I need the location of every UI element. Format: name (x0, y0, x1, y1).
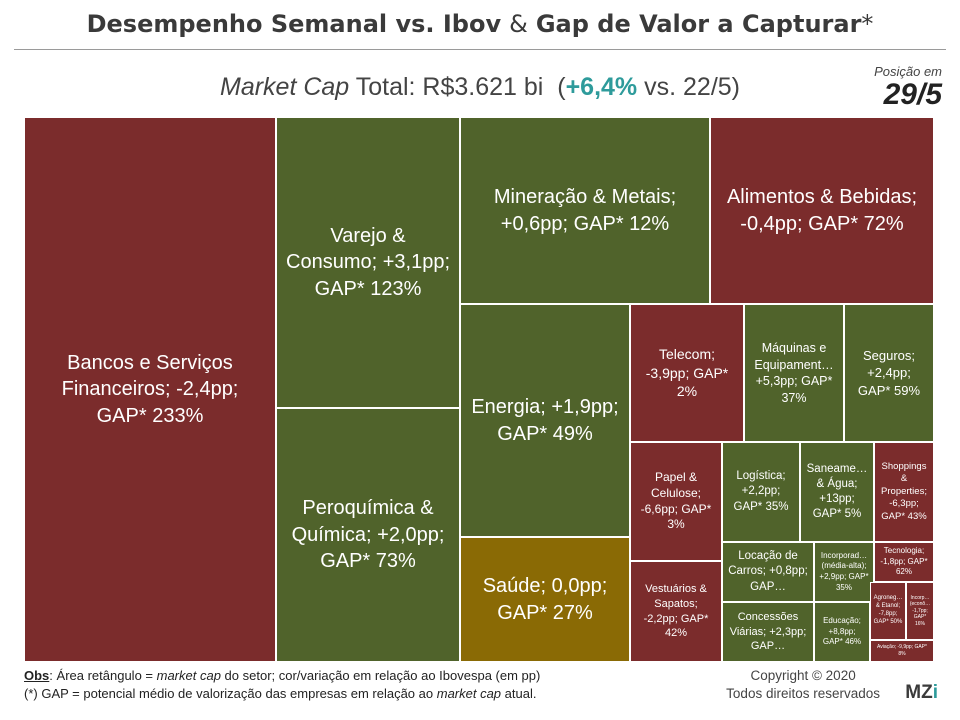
treemap-tile: Seguros; +2,4pp; GAP* 59% (844, 304, 934, 442)
tile-label: Concessões Viárias; +2,3pp; GAP… (729, 611, 807, 653)
treemap-tile: Educação; +8,8pp; GAP* 46% (814, 602, 870, 662)
tile-label: Peroquímica & Química; +2,0pp; GAP* 73% (291, 497, 445, 573)
treemap-tile: Incorporad… (média-alta); +2,9pp; GAP* 3… (814, 542, 874, 602)
title-ampersand: & (509, 10, 528, 38)
subtitle-open-paren: ( (557, 73, 566, 101)
treemap-tile: Aviação; -9,9pp; GAP* 8% (870, 640, 934, 662)
treemap-tile: Papel & Celulose; -6,6pp; GAP* 3% (630, 442, 722, 561)
tile-label: Saúde; 0,0pp; GAP* 27% (482, 575, 608, 624)
chart-title: Desempenho Semanal vs. Ibov & Gap de Valor… (0, 10, 960, 38)
tile-label: Locação de Carros; +0,8pp; GAP… (728, 550, 808, 593)
copyright: Copyright © 2020 Todos direitos reservad… (726, 667, 880, 703)
tile-label: Telecom; -3,9pp; GAP* 2% (645, 346, 729, 400)
tile-label: Papel & Celulose; -6,6pp; GAP* 3% (640, 469, 712, 532)
subtitle-market-cap: Market Cap (220, 73, 350, 101)
gap-text-1: (*) GAP = potencial médio de valorização… (24, 686, 437, 701)
copyright-line-1: Copyright © 2020 (750, 668, 856, 683)
tile-label: Varejo & Consumo; +3,1pp; GAP* 123% (286, 224, 450, 300)
tile-label: Agroneg… & Etanol; -7,8pp; GAP* 50% (873, 595, 903, 625)
tile-label: Logística; +2,2pp; GAP* 35% (733, 470, 789, 513)
tile-label: Tecnologia; -1,8pp; GAP* 62% (880, 546, 928, 577)
gap-text-2: atual. (501, 686, 537, 701)
tile-label: Mineração & Metais; +0,6pp; GAP* 12% (493, 186, 677, 235)
treemap-tile: Agroneg… & Etanol; -7,8pp; GAP* 50% (870, 582, 906, 640)
footnote: Obs: Área retângulo = market cap do seto… (24, 667, 540, 703)
tile-label: Incorporad… (média-alta); +2,9pp; GAP* 3… (819, 550, 869, 592)
tile-label: Vestuários & Sapatos; -2,2pp; GAP* 42% (643, 583, 709, 640)
treemap-tile: Peroquímica & Química; +2,0pp; GAP* 73% (276, 408, 460, 662)
tile-label: Energia; +1,9pp; GAP* 49% (471, 396, 619, 445)
treemap-tile: Incorp… (econô… -1,7pp; GAP* 16% (906, 582, 934, 640)
tile-label: Aviação; -9,9pp; GAP* 8% (877, 644, 927, 657)
tile-label: Alimentos & Bebidas; -0,4pp; GAP* 72% (726, 186, 918, 235)
treemap-tile: Saneame… & Água; +13pp; GAP* 5% (800, 442, 874, 542)
subtitle-end: vs. 22/5) (644, 73, 740, 101)
position-label: Posição em (874, 64, 942, 79)
treemap-tile: Concessões Viárias; +2,3pp; GAP… (722, 602, 814, 662)
obs-market-cap: market cap (156, 668, 221, 683)
footnote-obs-line: Obs: Área retângulo = market cap do seto… (24, 667, 540, 685)
treemap-tile: Vestuários & Sapatos; -2,2pp; GAP* 42% (630, 561, 722, 662)
tile-label: Seguros; +2,4pp; GAP* 59% (857, 348, 921, 398)
treemap-tile: Saúde; 0,0pp; GAP* 27% (460, 537, 630, 662)
treemap-tile: Varejo & Consumo; +3,1pp; GAP* 123% (276, 117, 460, 408)
treemap-tile: Máquinas e Equipament… +5,3pp; GAP* 37% (744, 304, 844, 442)
tile-label: Saneame… & Água; +13pp; GAP* 5% (806, 462, 868, 521)
logo-i: i (932, 682, 938, 703)
treemap-tile: Alimentos & Bebidas; -0,4pp; GAP* 72% (710, 117, 934, 304)
tile-label: Educação; +8,8pp; GAP* 46% (822, 616, 862, 647)
title-left: Desempenho Semanal vs. Ibov (86, 10, 502, 38)
treemap-tile: Logística; +2,2pp; GAP* 35% (722, 442, 800, 542)
treemap-tile: Locação de Carros; +0,8pp; GAP… (722, 542, 814, 602)
logo-main: MZ (905, 682, 933, 703)
treemap-tile: Mineração & Metais; +0,6pp; GAP* 12% (460, 117, 710, 304)
tile-label: Shoppings & Properties; -6,3pp; GAP* 43% (881, 460, 927, 522)
tile-label: Máquinas e Equipament… +5,3pp; GAP* 37% (754, 341, 834, 405)
footnote-gap-line: (*) GAP = potencial médio de valorização… (24, 685, 540, 703)
chart-subtitle: Market Cap Total: R$3.621 bi (+6,4% vs. … (0, 73, 960, 102)
tile-label: Incorp… (econô… -1,7pp; GAP* 16% (909, 594, 931, 627)
title-star: * (861, 10, 874, 38)
treemap-tile: Energia; +1,9pp; GAP* 49% (460, 304, 630, 537)
copyright-line-2: Todos direitos reservados (726, 686, 880, 701)
obs-text-1: : Área retângulo = (49, 668, 157, 683)
tile-label: Bancos e Serviços Financeiros; -2,4pp; G… (61, 351, 239, 427)
subtitle-total: Total: R$3.621 bi (355, 73, 544, 101)
mzi-logo: MZi (905, 682, 938, 704)
gap-market-cap: market cap (436, 686, 502, 701)
obs-text-2: do setor; cor/variação em relação ao Ibo… (220, 668, 541, 683)
title-right: Gap de Valor a Capturar (535, 10, 862, 38)
treemap-tile: Telecom; -3,9pp; GAP* 2% (630, 304, 744, 442)
treemap-tile: Tecnologia; -1,8pp; GAP* 62% (874, 542, 934, 582)
treemap-tile: Bancos e Serviços Financeiros; -2,4pp; G… (24, 117, 276, 662)
treemap-tile: Shoppings & Properties; -6,3pp; GAP* 43% (874, 442, 934, 542)
title-divider (14, 49, 946, 50)
position-date: 29/5 (883, 78, 942, 111)
subtitle-percent: +6,4% (565, 73, 638, 101)
obs-label: Obs (24, 668, 50, 683)
